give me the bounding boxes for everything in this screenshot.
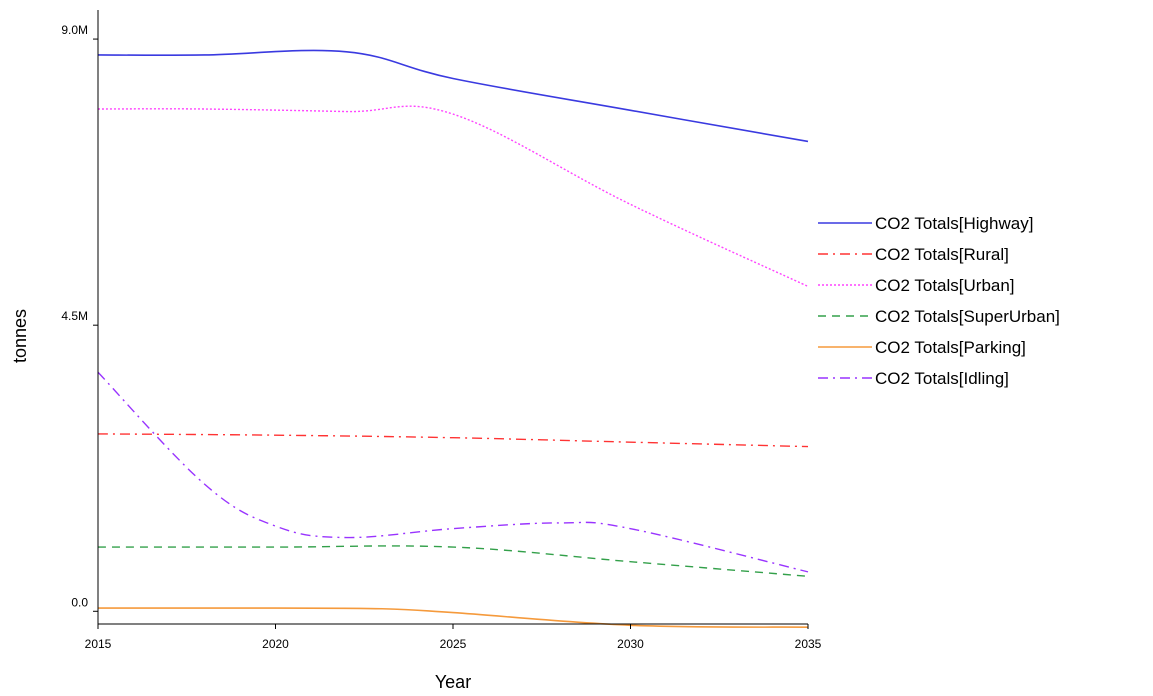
legend-item-idling: CO2 Totals[Idling] — [818, 369, 1009, 388]
legend: CO2 Totals[Highway] CO2 Totals[Rural] CO2 … — [818, 214, 1060, 388]
x-axis-ticks: 2015 2020 2025 2030 2035 — [85, 624, 822, 651]
legend-label: CO2 Totals[Parking] — [875, 338, 1026, 357]
series-line-urban — [97, 105, 809, 288]
legend-label: CO2 Totals[SuperUrban] — [875, 307, 1060, 326]
series-line-rural — [97, 433, 809, 448]
legend-item-urban: CO2 Totals[Urban] — [818, 276, 1015, 295]
x-tick-label: 2020 — [262, 637, 289, 651]
legend-label: CO2 Totals[Idling] — [875, 369, 1009, 388]
legend-item-highway: CO2 Totals[Highway] — [818, 214, 1033, 233]
x-tick-label: 2035 — [795, 637, 822, 651]
series-line-parking — [97, 607, 809, 628]
x-tick-label: 2025 — [440, 637, 467, 651]
legend-label: CO2 Totals[Highway] — [875, 214, 1033, 233]
x-tick-label: 2015 — [85, 637, 112, 651]
legend-label: CO2 Totals[Urban] — [875, 276, 1015, 295]
y-axis-title: tonnes — [10, 309, 30, 363]
y-tick-label: 4.5M — [61, 309, 88, 323]
series-line-idling — [97, 371, 809, 573]
x-axis-title: Year — [435, 672, 471, 692]
plot-area — [97, 49, 809, 628]
y-axis-ticks: 0.0 4.5M 9.0M — [61, 23, 98, 612]
legend-item-superurban: CO2 Totals[SuperUrban] — [818, 307, 1060, 326]
legend-item-rural: CO2 Totals[Rural] — [818, 245, 1009, 264]
legend-item-parking: CO2 Totals[Parking] — [818, 338, 1026, 357]
series-line-superurban — [98, 545, 809, 578]
series-line-highway — [97, 49, 809, 143]
x-tick-label: 2030 — [617, 637, 644, 651]
y-tick-label: 9.0M — [61, 23, 88, 37]
y-tick-label: 0.0 — [71, 595, 88, 609]
legend-label: CO2 Totals[Rural] — [875, 245, 1009, 264]
